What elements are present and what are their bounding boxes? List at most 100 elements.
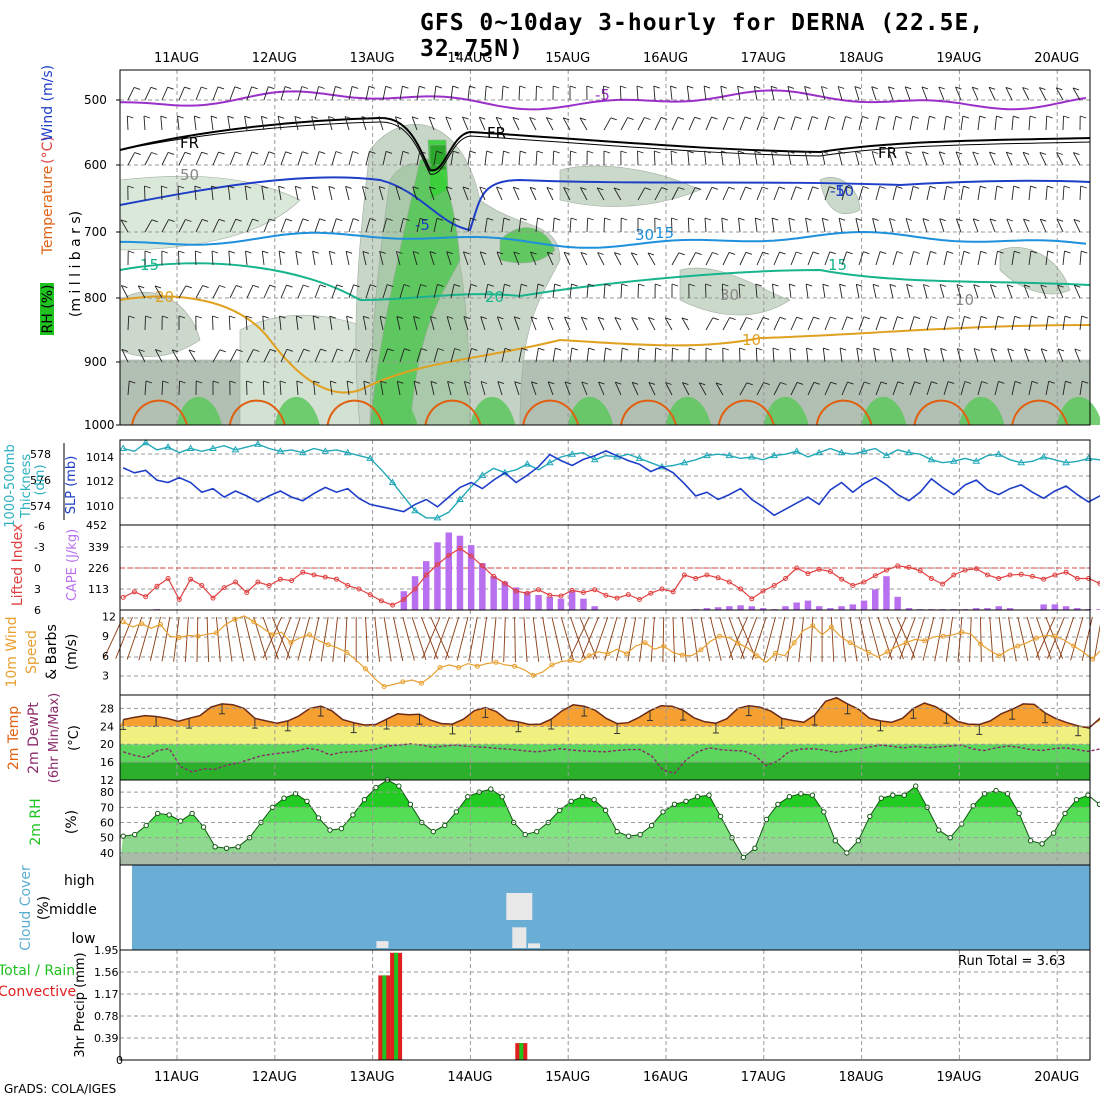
rh-point bbox=[786, 794, 793, 800]
rh-cell bbox=[372, 396, 418, 425]
wind-barb bbox=[413, 316, 418, 331]
wind-barb bbox=[1056, 152, 1064, 166]
wind-barb bbox=[380, 381, 384, 396]
wind-barb bbox=[888, 151, 894, 166]
wind-barb bbox=[913, 316, 921, 320]
wind-barb bbox=[660, 116, 668, 120]
rh-cell bbox=[861, 396, 907, 425]
cape-bar bbox=[512, 587, 520, 610]
wind-barb bbox=[804, 151, 809, 166]
wind-barb bbox=[1062, 316, 1066, 331]
wind-barb bbox=[161, 87, 169, 101]
wind-barb bbox=[143, 115, 151, 119]
wind-barb bbox=[480, 316, 487, 320]
wind-barb bbox=[603, 348, 606, 363]
wind-barb bbox=[939, 284, 945, 299]
wind-barb bbox=[897, 316, 904, 320]
wind-barb bbox=[399, 284, 405, 299]
wind-barb bbox=[419, 217, 427, 221]
wind10m-point bbox=[568, 657, 573, 663]
contour-label: 15 bbox=[828, 256, 847, 274]
lifted-index-point bbox=[985, 572, 990, 578]
wind-barb bbox=[938, 86, 945, 101]
wind-barb bbox=[699, 382, 706, 386]
wind-barb bbox=[790, 186, 797, 201]
wind10m-point bbox=[456, 665, 462, 670]
lifted-index-point bbox=[940, 581, 946, 587]
wind-barb bbox=[597, 187, 604, 191]
wind-barb bbox=[971, 87, 979, 101]
wind-barb bbox=[1006, 218, 1013, 233]
wind-barb bbox=[445, 186, 452, 201]
wind-barb bbox=[620, 348, 623, 363]
wind-barb bbox=[345, 186, 350, 201]
precip-bar-total bbox=[519, 1043, 524, 1060]
rh-point bbox=[683, 798, 689, 804]
wind-barb bbox=[638, 283, 645, 287]
contour-25 bbox=[815, 399, 873, 426]
wind-barb bbox=[888, 86, 895, 90]
wind10m-point bbox=[903, 640, 909, 646]
wind-barb bbox=[779, 316, 787, 320]
wind-barb bbox=[1079, 251, 1082, 266]
wind-barb bbox=[269, 218, 276, 222]
wind10m-barb bbox=[662, 616, 665, 663]
wind-barb bbox=[127, 185, 134, 189]
wind-barb bbox=[331, 284, 338, 299]
wind-barb bbox=[1072, 87, 1080, 91]
wind-barb bbox=[363, 381, 367, 396]
wind-barb bbox=[452, 85, 459, 89]
wind-barb bbox=[1074, 284, 1081, 288]
wind-barb bbox=[722, 252, 730, 266]
precip-bar-total bbox=[394, 952, 399, 1060]
wind10m-point bbox=[698, 647, 704, 653]
wind-barb bbox=[362, 186, 369, 189]
rh-point bbox=[155, 810, 161, 817]
lifted-index-point bbox=[760, 588, 766, 594]
wind-barb bbox=[1082, 380, 1089, 384]
wind-barb bbox=[217, 86, 225, 90]
wind-barb bbox=[245, 250, 252, 254]
thickness-point bbox=[703, 451, 711, 459]
wind-barb bbox=[262, 316, 265, 331]
wind-barb bbox=[502, 85, 510, 89]
rh-shading bbox=[429, 144, 447, 171]
wind-barb bbox=[858, 116, 863, 131]
wind-barb bbox=[906, 347, 914, 351]
wind-barb bbox=[773, 317, 781, 331]
wind-barb bbox=[296, 315, 303, 319]
precip-legend-convective: Convective bbox=[0, 984, 76, 1000]
rh-cell bbox=[763, 396, 809, 425]
wind-barb bbox=[312, 316, 316, 331]
wind-barb bbox=[279, 316, 282, 331]
lifted-index-point bbox=[210, 595, 216, 601]
wind-barb bbox=[994, 316, 999, 331]
lifted-index-point bbox=[1041, 576, 1047, 582]
wind10m-point bbox=[437, 665, 443, 670]
wind-barb bbox=[972, 151, 979, 155]
cape-bar bbox=[456, 535, 464, 610]
y-tick-label: 0.78 bbox=[94, 1010, 119, 1023]
wind-barb bbox=[462, 116, 469, 120]
wind-barb bbox=[721, 150, 728, 154]
wind-barb bbox=[386, 218, 393, 221]
wind-barb bbox=[687, 150, 694, 154]
wind-barb bbox=[872, 284, 877, 299]
wind-barb bbox=[563, 251, 571, 255]
wind10m-point bbox=[1052, 633, 1058, 639]
wind-barb bbox=[437, 283, 444, 287]
panel-frame bbox=[119, 439, 1091, 526]
wind-barb bbox=[654, 217, 661, 221]
wind-barb bbox=[196, 380, 203, 384]
wind-barb bbox=[296, 380, 303, 384]
wind-barb bbox=[964, 381, 972, 384]
contour-label: 30 bbox=[635, 226, 654, 244]
wind-barb bbox=[430, 381, 435, 396]
rh-point bbox=[373, 784, 379, 791]
wind-barb bbox=[980, 250, 987, 254]
wind-barb bbox=[813, 381, 821, 385]
wind-barb bbox=[705, 347, 713, 351]
lifted-index-point bbox=[839, 576, 845, 582]
wind-barb bbox=[430, 380, 438, 384]
wind10m-barb bbox=[234, 616, 245, 662]
